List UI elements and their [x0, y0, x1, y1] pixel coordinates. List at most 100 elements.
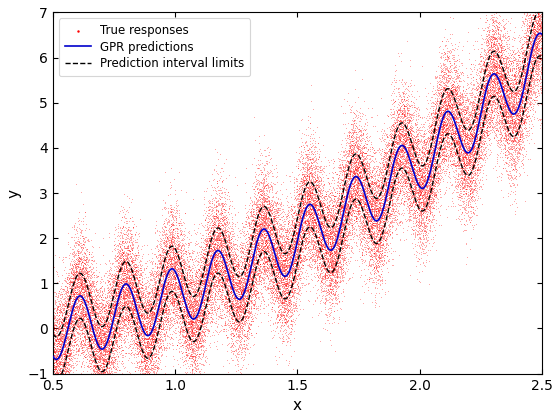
- True responses: [267, 303, 276, 310]
- True responses: [334, 259, 343, 266]
- True responses: [508, 48, 517, 55]
- True responses: [217, 295, 226, 302]
- True responses: [463, 173, 472, 180]
- True responses: [116, 278, 125, 285]
- True responses: [469, 123, 478, 130]
- True responses: [304, 185, 312, 192]
- True responses: [470, 139, 479, 146]
- True responses: [506, 150, 515, 157]
- True responses: [80, 333, 88, 339]
- True responses: [102, 383, 111, 389]
- True responses: [525, 45, 534, 51]
- True responses: [236, 307, 245, 314]
- True responses: [367, 234, 376, 241]
- True responses: [221, 301, 230, 308]
- True responses: [430, 181, 438, 188]
- True responses: [412, 169, 421, 176]
- True responses: [164, 270, 172, 277]
- True responses: [139, 299, 148, 306]
- True responses: [104, 352, 113, 358]
- True responses: [318, 234, 326, 241]
- True responses: [160, 276, 169, 283]
- True responses: [228, 315, 237, 322]
- True responses: [254, 233, 263, 239]
- True responses: [330, 205, 339, 212]
- True responses: [401, 180, 410, 186]
- True responses: [452, 92, 461, 99]
- True responses: [469, 106, 478, 113]
- True responses: [269, 261, 278, 268]
- True responses: [422, 148, 431, 155]
- True responses: [370, 213, 379, 220]
- True responses: [517, 44, 526, 50]
- True responses: [477, 93, 486, 100]
- True responses: [59, 301, 68, 307]
- True responses: [461, 133, 470, 139]
- True responses: [218, 249, 227, 255]
- True responses: [429, 142, 438, 148]
- True responses: [143, 242, 152, 249]
- True responses: [505, 137, 514, 144]
- True responses: [68, 328, 77, 334]
- True responses: [324, 239, 333, 246]
- True responses: [313, 237, 322, 244]
- True responses: [352, 204, 361, 210]
- True responses: [106, 314, 115, 320]
- True responses: [303, 221, 312, 228]
- True responses: [227, 285, 236, 291]
- True responses: [344, 213, 353, 220]
- True responses: [466, 110, 475, 116]
- True responses: [472, 155, 481, 161]
- True responses: [164, 226, 173, 233]
- True responses: [454, 136, 463, 143]
- True responses: [310, 217, 319, 223]
- True responses: [122, 302, 130, 309]
- True responses: [320, 169, 329, 176]
- True responses: [351, 158, 360, 165]
- True responses: [54, 357, 63, 364]
- True responses: [96, 329, 105, 336]
- True responses: [427, 164, 436, 171]
- True responses: [522, 114, 531, 121]
- True responses: [181, 281, 190, 288]
- True responses: [322, 229, 331, 236]
- True responses: [319, 239, 328, 246]
- True responses: [214, 253, 223, 260]
- True responses: [107, 271, 116, 278]
- True responses: [479, 87, 488, 94]
- True responses: [85, 257, 94, 264]
- True responses: [239, 240, 248, 247]
- True responses: [508, 55, 517, 61]
- True responses: [175, 309, 184, 316]
- True responses: [186, 344, 195, 351]
- True responses: [413, 171, 422, 178]
- True responses: [517, 58, 526, 65]
- True responses: [340, 226, 349, 233]
- True responses: [427, 190, 436, 197]
- True responses: [417, 227, 426, 234]
- True responses: [516, 107, 525, 114]
- True responses: [445, 110, 454, 117]
- True responses: [185, 250, 194, 257]
- True responses: [397, 110, 406, 117]
- True responses: [166, 281, 175, 287]
- True responses: [188, 273, 197, 280]
- True responses: [498, 94, 507, 101]
- True responses: [413, 157, 422, 164]
- True responses: [504, 82, 513, 89]
- True responses: [425, 167, 434, 173]
- True responses: [391, 72, 400, 79]
- True responses: [399, 125, 408, 131]
- True responses: [151, 375, 160, 381]
- True responses: [90, 368, 99, 374]
- True responses: [501, 32, 510, 38]
- True responses: [286, 264, 295, 270]
- True responses: [283, 282, 292, 289]
- True responses: [413, 143, 422, 150]
- True responses: [67, 278, 76, 285]
- True responses: [242, 239, 251, 245]
- True responses: [116, 250, 125, 257]
- True responses: [348, 192, 357, 199]
- True responses: [89, 325, 98, 331]
- True responses: [66, 352, 74, 359]
